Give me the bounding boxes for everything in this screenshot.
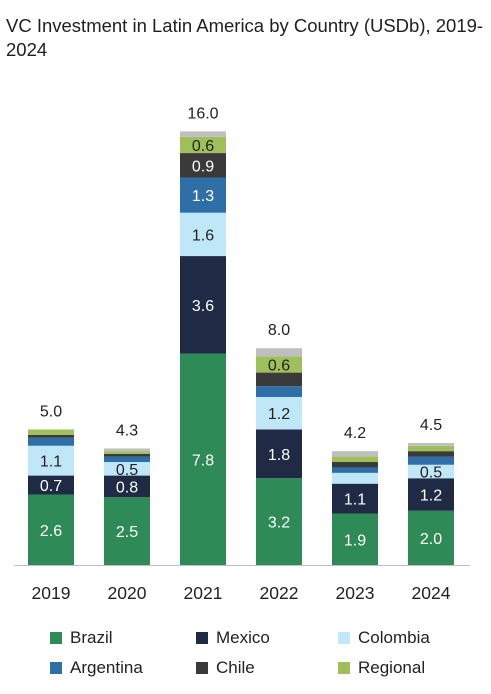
bar-2024-chile <box>408 451 454 457</box>
data-label-2021-chile: 0.9 <box>192 158 214 175</box>
bar-2023-argentina <box>332 467 378 473</box>
bar-2023-brazil <box>332 513 378 565</box>
legend-item-regional: Regional <box>338 658 425 678</box>
bar-2024-mexico <box>408 478 454 511</box>
total-label-2019: 5.0 <box>40 404 62 421</box>
data-label-2019-brazil: 2.6 <box>40 523 62 540</box>
x-tick-label-2020: 2020 <box>108 583 147 603</box>
total-label-2024: 4.5 <box>420 417 442 434</box>
bar-2019-argentina <box>28 437 74 446</box>
bar-2021-mexico <box>180 256 226 354</box>
bar-2024-colombia <box>408 464 454 479</box>
data-label-2020-brazil: 2.5 <box>116 524 138 541</box>
data-label-2024-mexico: 1.2 <box>420 488 442 505</box>
data-label-2021-argentina: 1.3 <box>192 188 214 205</box>
legend-item-colombia: Colombia <box>338 628 430 648</box>
bar-2019-brazil <box>28 494 74 565</box>
bar-2019-regional <box>28 429 74 435</box>
bar-2024-regional <box>408 445 454 452</box>
bar-2023-regional <box>332 456 378 463</box>
x-tick-label-2021: 2021 <box>184 583 223 603</box>
bar-2021-brazil <box>180 353 226 565</box>
legend-label-brazil: Brazil <box>70 628 113 647</box>
bar-2020-brazil <box>104 497 150 565</box>
legend-item-chile: Chile <box>196 658 255 678</box>
legend-label-regional: Regional <box>358 658 426 677</box>
bar-2022-argentina <box>256 386 302 397</box>
bar-2022-chile <box>256 372 302 387</box>
bar-2021-regional <box>180 136 226 154</box>
data-label-2022-mexico: 1.8 <box>268 447 290 464</box>
legend-swatch-colombia <box>338 632 350 644</box>
bar-2020-argentina <box>104 456 150 463</box>
legend-label-chile: Chile <box>216 658 255 677</box>
data-label-2021-regional: 0.6 <box>192 138 214 155</box>
data-label-2022-colombia: 1.2 <box>268 406 290 423</box>
total-label-2021: 16.0 <box>187 105 218 122</box>
bar-2021-chile <box>180 153 226 178</box>
bar-2022-brazil <box>256 478 302 565</box>
bar-2019-colombia <box>28 445 74 476</box>
chart-legend: Brazil Mexico Colombia Argentina Chile R… <box>0 624 491 684</box>
x-tick-label-2023: 2023 <box>336 583 375 603</box>
bar-2020-other <box>104 448 150 452</box>
bar-2023-colombia <box>332 472 378 484</box>
bar-2020-chile <box>104 453 150 457</box>
bar-2024-other <box>408 443 454 446</box>
x-tick-label-2024: 2024 <box>412 583 451 603</box>
data-label-2023-mexico: 1.1 <box>344 492 366 509</box>
legend-label-mexico: Mexico <box>216 628 270 647</box>
data-label-2021-mexico: 3.6 <box>192 298 214 315</box>
legend-label-argentina: Argentina <box>70 658 143 677</box>
total-label-2020: 4.3 <box>116 422 138 439</box>
legend-label-colombia: Colombia <box>358 628 430 647</box>
bar-2020-regional <box>104 451 150 454</box>
data-label-2020-colombia: 0.5 <box>116 462 138 479</box>
data-label-2022-brazil: 3.2 <box>268 515 290 532</box>
legend-swatch-brazil <box>50 632 62 644</box>
legend-swatch-mexico <box>196 632 208 644</box>
bar-2020-mexico <box>104 475 150 498</box>
bar-2022-regional <box>256 356 302 373</box>
bar-2022-colombia <box>256 396 302 430</box>
bar-2023-other <box>332 451 378 457</box>
data-label-2021-brazil: 7.8 <box>192 452 214 469</box>
data-label-2022-regional: 0.6 <box>268 357 290 374</box>
bar-2023-chile <box>332 462 378 468</box>
total-label-2023: 4.2 <box>344 425 366 442</box>
data-label-2024-brazil: 2.0 <box>420 531 442 548</box>
total-label-2022: 8.0 <box>268 322 290 339</box>
bar-2021-argentina <box>180 177 226 213</box>
data-label-2019-colombia: 1.1 <box>40 454 62 471</box>
bar-2022-other <box>256 348 302 357</box>
data-label-2021-colombia: 1.6 <box>192 227 214 244</box>
data-label-2020-mexico: 0.8 <box>116 479 138 496</box>
legend-item-argentina: Argentina <box>50 658 143 678</box>
data-label-2024-colombia: 0.5 <box>420 465 442 482</box>
bar-2024-argentina <box>408 456 454 465</box>
legend-swatch-chile <box>196 662 208 674</box>
bar-2023-mexico <box>332 483 378 514</box>
legend-swatch-argentina <box>50 662 62 674</box>
x-tick-label-2019: 2019 <box>32 583 71 603</box>
legend-item-brazil: Brazil <box>50 628 113 648</box>
data-label-2019-mexico: 0.7 <box>40 478 62 495</box>
data-label-2023-brazil: 1.9 <box>344 532 366 549</box>
legend-item-mexico: Mexico <box>196 628 270 648</box>
chart-title: VC Investment in Latin America by Countr… <box>6 15 484 60</box>
bar-2019-chile <box>28 434 74 438</box>
bar-2019-mexico <box>28 475 74 495</box>
bar-2022-mexico <box>256 429 302 479</box>
bar-2020-colombia <box>104 462 150 476</box>
bar-2021-other <box>180 131 226 137</box>
bar-2024-brazil <box>408 510 454 565</box>
x-tick-label-2022: 2022 <box>260 583 299 603</box>
bar-2021-colombia <box>180 212 226 257</box>
legend-swatch-regional <box>338 662 350 674</box>
